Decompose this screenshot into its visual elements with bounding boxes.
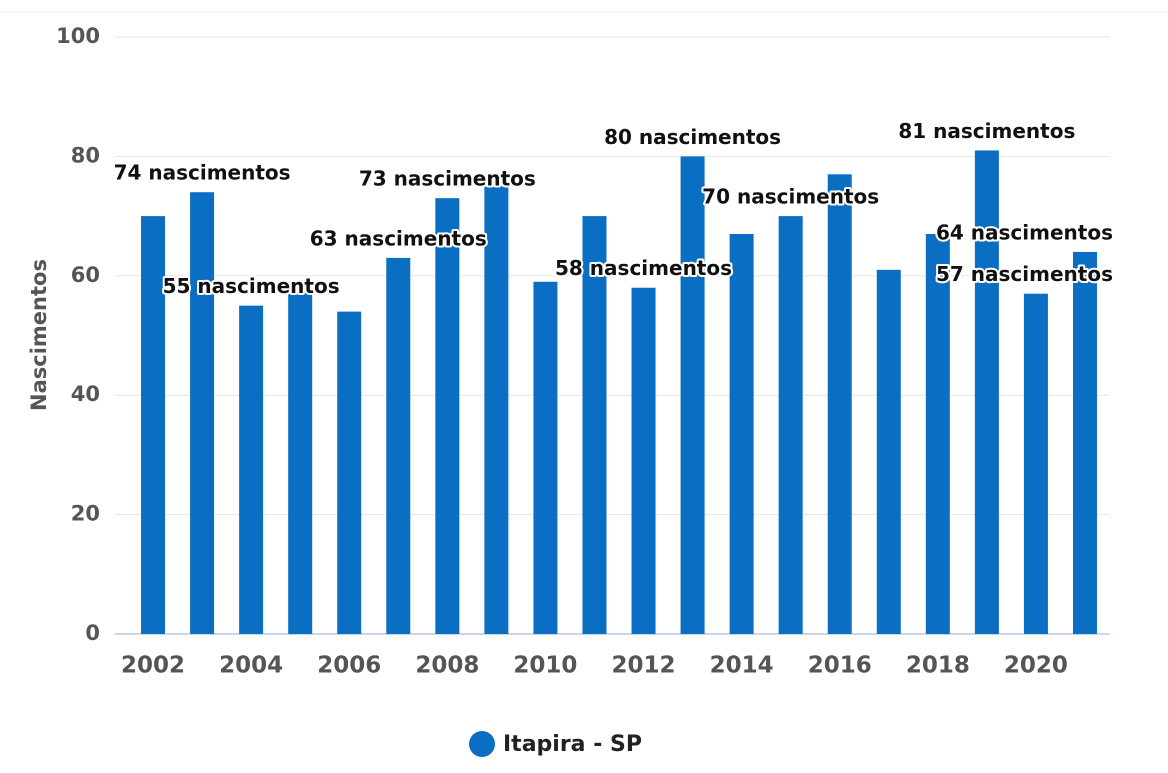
bar bbox=[729, 234, 754, 634]
y-tick-label: 80 bbox=[71, 143, 100, 167]
bar bbox=[631, 287, 656, 634]
data-label: 64 nascimentos bbox=[936, 220, 1113, 244]
x-tick-label: 2014 bbox=[710, 653, 774, 679]
legend-marker bbox=[469, 731, 495, 757]
bar bbox=[680, 156, 705, 634]
bar bbox=[974, 150, 999, 634]
bar bbox=[484, 186, 509, 634]
bar bbox=[1023, 293, 1048, 634]
y-tick-label: 60 bbox=[71, 263, 100, 287]
bar bbox=[288, 287, 313, 634]
x-tick-label: 2016 bbox=[808, 653, 872, 679]
bar bbox=[239, 305, 264, 634]
bar bbox=[435, 198, 460, 634]
y-tick-label: 0 bbox=[85, 621, 100, 645]
x-tick-label: 2008 bbox=[415, 653, 479, 679]
bar bbox=[190, 192, 215, 634]
data-label: 70 nascimentos bbox=[702, 185, 879, 209]
data-label: 55 nascimentos bbox=[163, 274, 340, 298]
bar bbox=[141, 216, 166, 634]
bar bbox=[1072, 251, 1097, 635]
data-label: 73 nascimentos bbox=[359, 167, 536, 191]
x-tick-label: 2004 bbox=[219, 653, 283, 679]
x-tick-label: 2002 bbox=[121, 653, 185, 679]
data-label: 81 nascimentos bbox=[898, 119, 1075, 143]
bar bbox=[386, 257, 411, 634]
x-tick-label: 2020 bbox=[1004, 653, 1068, 679]
x-tick-label: 2006 bbox=[317, 653, 381, 679]
bar bbox=[582, 216, 607, 634]
bar bbox=[533, 281, 558, 634]
data-label: 57 nascimentos bbox=[936, 262, 1113, 286]
data-label: 80 nascimentos bbox=[604, 125, 781, 149]
bar bbox=[925, 234, 950, 634]
x-tick-label: 2018 bbox=[906, 653, 970, 679]
y-tick-label: 40 bbox=[71, 382, 100, 406]
y-tick-label: 100 bbox=[56, 24, 100, 48]
bar bbox=[778, 216, 803, 634]
bar bbox=[827, 174, 852, 634]
data-label: 58 nascimentos bbox=[555, 256, 732, 280]
data-label: 74 nascimentos bbox=[114, 161, 291, 185]
x-tick-label: 2010 bbox=[513, 653, 577, 679]
x-tick-label: 2012 bbox=[612, 653, 676, 679]
data-label: 63 nascimentos bbox=[310, 226, 487, 250]
bar bbox=[337, 311, 362, 634]
legend-label: Itapira - SP bbox=[503, 732, 642, 757]
y-axis-label: Nascimentos bbox=[27, 259, 51, 411]
bar bbox=[876, 269, 901, 634]
y-tick-label: 20 bbox=[71, 502, 100, 526]
